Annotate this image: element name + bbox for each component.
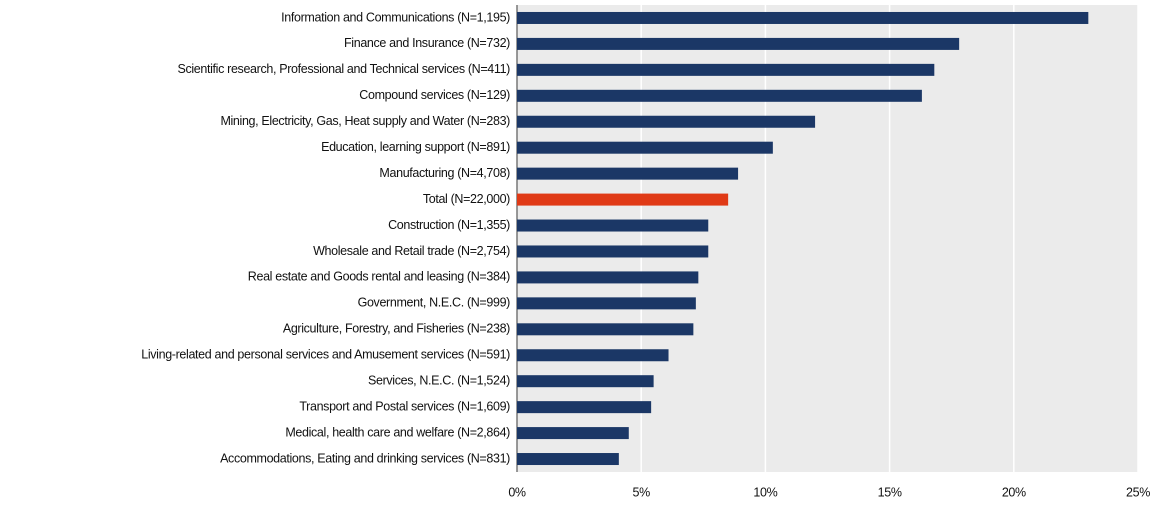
bar [517,349,669,362]
x-tick-label: 15% [878,485,902,499]
bar [517,89,922,102]
y-tick-label: Compound services (N=129) [359,88,510,102]
y-tick-label: Mining, Electricity, Gas, Heat supply an… [220,114,510,128]
bar [517,193,729,206]
y-tick-label: Transport and Postal services (N=1,609) [299,399,510,413]
bar [517,63,935,76]
x-tick-label: 5% [633,485,651,499]
y-tick-label: Medical, health care and welfare (N=2,86… [285,425,510,439]
bar [517,37,960,50]
bar [517,245,709,258]
y-tick-label: Manufacturing (N=4,708) [379,166,510,180]
bar [517,375,654,388]
bar [517,453,619,466]
y-tick-label: Total (N=22,000) [423,192,510,206]
x-tick-label: 25% [1126,485,1150,499]
y-tick-label: Wholesale and Retail trade (N=2,754) [313,244,510,258]
plot-area [517,5,1138,472]
x-tick-label: 10% [753,485,777,499]
bar [517,167,739,180]
y-tick-label: Accommodations, Eating and drinking serv… [220,451,510,465]
bar [517,271,699,284]
y-tick-label: Information and Communications (N=1,195) [281,10,510,24]
y-tick-label: Agriculture, Forestry, and Fisheries (N=… [283,322,510,336]
bar [517,427,629,440]
bar [517,115,816,128]
bar [517,219,709,232]
bar [517,323,694,336]
bar [517,141,773,154]
y-tick-label: Services, N.E.C. (N=1,524) [368,373,510,387]
y-tick-label: Government, N.E.C. (N=999) [358,296,511,310]
y-tick-label: Scientific research, Professional and Te… [177,62,510,76]
x-tick-label: 20% [1002,485,1026,499]
bar [517,297,696,310]
y-tick-label: Finance and Insurance (N=732) [344,36,510,50]
y-tick-label: Construction (N=1,355) [388,218,510,232]
bar [517,401,652,414]
y-tick-label: Living-related and personal services and… [141,348,510,362]
x-tick-label: 0% [508,485,526,499]
bar [517,11,1089,24]
y-tick-label: Real estate and Goods rental and leasing… [248,270,510,284]
y-tick-label: Education, learning support (N=891) [321,140,510,154]
